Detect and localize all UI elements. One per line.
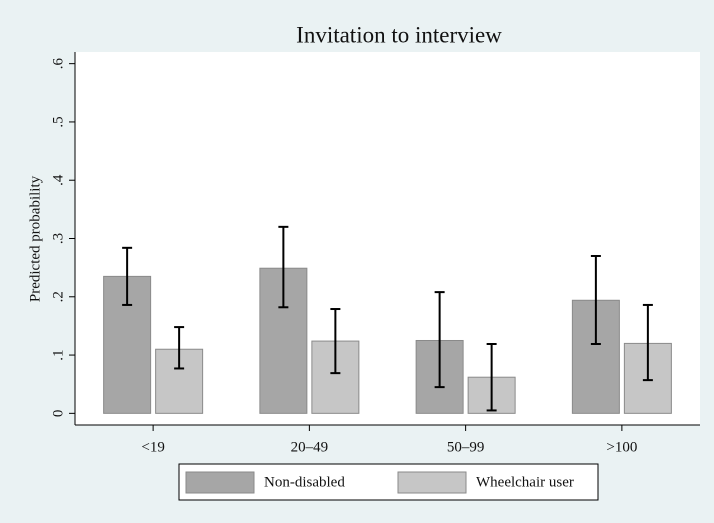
y-tick-label: .3 xyxy=(50,233,66,244)
x-tick-label: <19 xyxy=(141,439,164,455)
legend-label: Non-disabled xyxy=(264,474,345,490)
x-tick-label: 20–49 xyxy=(291,439,329,455)
y-tick-label: .4 xyxy=(50,174,66,186)
legend-label: Wheelchair user xyxy=(476,474,574,490)
chart-title: Invitation to interview xyxy=(296,22,502,47)
y-axis-label: Predicted probability xyxy=(27,175,43,302)
y-tick-label: .2 xyxy=(50,291,66,302)
y-tick-label: .5 xyxy=(50,116,66,127)
y-tick-label: .6 xyxy=(50,58,66,70)
legend-swatch xyxy=(185,471,255,494)
legend-swatch xyxy=(397,471,467,494)
x-tick-label: 50–99 xyxy=(447,439,485,455)
y-tick-label: .1 xyxy=(50,349,66,360)
y-tick-label: 0 xyxy=(50,410,66,418)
x-tick-label: >100 xyxy=(606,439,637,455)
